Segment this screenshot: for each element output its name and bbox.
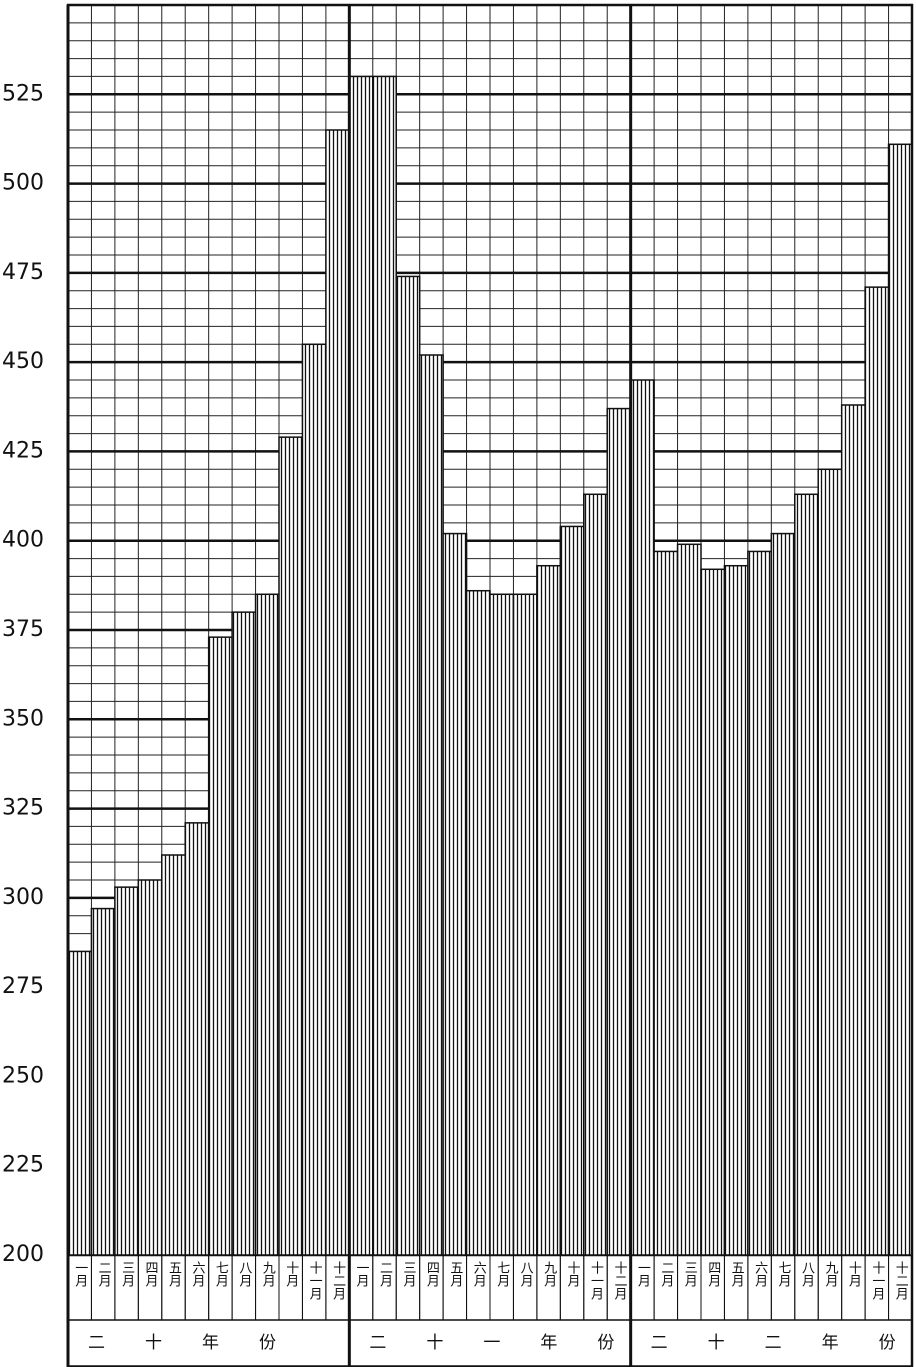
- bar: [254, 593, 280, 1256]
- bar: [512, 593, 538, 1256]
- bar: [207, 636, 233, 1256]
- bar: [676, 543, 702, 1256]
- bar: [559, 525, 585, 1256]
- y-tick-label: 325: [2, 796, 44, 821]
- x-tick-label: 四月: [424, 1261, 440, 1288]
- bar: [629, 379, 655, 1256]
- y-tick-label: 225: [2, 1153, 44, 1178]
- x-tick-label: 四月: [143, 1261, 159, 1288]
- bar: [583, 493, 608, 1256]
- x-tick-label: 二月: [377, 1261, 393, 1288]
- x-tick-label: 五月: [166, 1261, 182, 1288]
- y-tick-label: 525: [2, 81, 44, 106]
- x-tick-label: 十月: [283, 1261, 299, 1288]
- x-tick-label: 二月: [96, 1261, 112, 1288]
- x-tick-label: 六月: [752, 1261, 768, 1288]
- bar: [700, 568, 726, 1256]
- y-tick-label: 250: [2, 1063, 44, 1088]
- x-tick-label: 八月: [518, 1261, 534, 1288]
- x-tick-label: 九月: [541, 1261, 557, 1288]
- bar: [536, 564, 562, 1256]
- x-tick-label: 五月: [729, 1261, 745, 1288]
- y-tick-label: 350: [2, 706, 44, 731]
- bar: [372, 75, 397, 1256]
- y-tick-label: 275: [2, 974, 44, 999]
- y-tick-label: 475: [2, 260, 44, 285]
- y-tick-label: 375: [2, 617, 44, 642]
- x-tick-label: 一月: [635, 1261, 651, 1288]
- bar: [465, 589, 491, 1256]
- bar: [864, 286, 890, 1256]
- plot-frame: [66, 3, 914, 1367]
- group-label: 二十二年份: [651, 1333, 916, 1353]
- x-tick-label: 十二月: [330, 1261, 346, 1301]
- x-tick-label: 七月: [213, 1261, 229, 1288]
- y-tick-label: 425: [2, 438, 44, 463]
- y-tick-label: 200: [2, 1242, 44, 1267]
- bar: [418, 354, 444, 1256]
- x-tick-label: 十二月: [611, 1261, 627, 1301]
- bar: [887, 143, 913, 1256]
- x-tick-label: 一月: [72, 1261, 88, 1288]
- group-label: 二十一年份: [369, 1333, 654, 1353]
- x-tick-label: 三月: [682, 1261, 698, 1288]
- bar: [348, 75, 374, 1256]
- bar: [442, 532, 468, 1256]
- bar: [67, 950, 93, 1256]
- x-tick-label: 六月: [471, 1261, 487, 1288]
- x-tick-label: 一月: [354, 1261, 370, 1288]
- x-tick-label: 四月: [705, 1261, 721, 1288]
- x-tick-label: 十一月: [869, 1261, 885, 1301]
- x-tick-label: 九月: [260, 1261, 276, 1288]
- bar: [231, 611, 257, 1256]
- x-tick-label: 八月: [236, 1261, 252, 1288]
- bar: [723, 564, 749, 1256]
- bar: [840, 404, 866, 1256]
- bar: [395, 275, 421, 1256]
- x-tick-label: 六月: [189, 1261, 205, 1288]
- bar: [114, 886, 140, 1256]
- y-tick-label: 300: [2, 885, 44, 910]
- bar: [606, 407, 632, 1256]
- bar: [794, 493, 819, 1256]
- x-tick-label: 七月: [776, 1261, 792, 1288]
- x-tick-label: 十月: [565, 1261, 581, 1288]
- bar: [161, 854, 186, 1256]
- x-tick-label: 八月: [799, 1261, 815, 1288]
- x-tick-label: 九月: [822, 1261, 838, 1288]
- x-tick-label: 十一月: [588, 1261, 604, 1301]
- x-tick-label: 十二月: [893, 1261, 909, 1301]
- bar: [184, 822, 210, 1256]
- bar: [278, 436, 304, 1256]
- bar: [325, 129, 351, 1256]
- bar: [137, 879, 163, 1256]
- bar: [653, 550, 679, 1256]
- y-tick-label: 500: [2, 171, 44, 196]
- y-tick-label: 400: [2, 528, 44, 553]
- x-tick-label: 十月: [846, 1261, 862, 1288]
- x-tick-label: 七月: [494, 1261, 510, 1288]
- x-tick-label: 三月: [119, 1261, 135, 1288]
- bar: [301, 343, 327, 1256]
- bar: [90, 907, 116, 1256]
- x-tick-label: 五月: [447, 1261, 463, 1288]
- bar: [747, 550, 773, 1256]
- y-tick-label: 450: [2, 349, 44, 374]
- x-tick-label: 三月: [400, 1261, 416, 1288]
- x-tick-label: 十一月: [307, 1261, 323, 1301]
- x-tick-label: 二月: [658, 1261, 674, 1288]
- bar: [770, 532, 796, 1256]
- bar: [817, 468, 843, 1256]
- group-label: 二十年份: [88, 1333, 316, 1353]
- bar: [489, 593, 515, 1256]
